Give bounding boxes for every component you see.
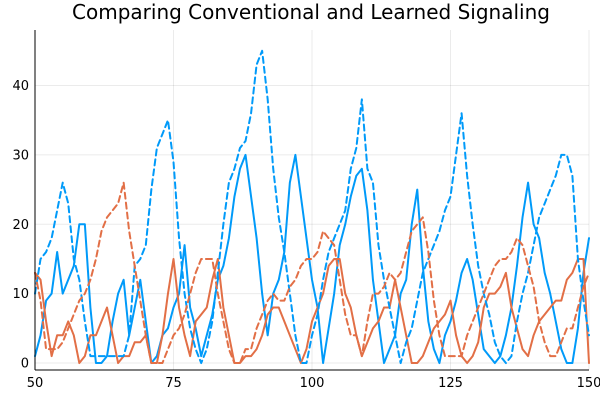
- x-tick-label: 75: [165, 376, 182, 391]
- x-tick-label: 50: [27, 376, 44, 391]
- x-tick-label: 150: [577, 376, 600, 391]
- x-tick-label: 100: [300, 376, 325, 391]
- series-orange-solid-line: [34, 257, 590, 365]
- y-tick-label: 10: [12, 287, 29, 302]
- series-blue-solid-line: [34, 153, 590, 365]
- y-tick-label: 0: [21, 357, 29, 372]
- y-tick-label: 40: [12, 79, 29, 94]
- series-group: [34, 49, 590, 365]
- grid: [34, 30, 590, 370]
- y-tick-label: 20: [12, 218, 29, 233]
- chart-title: Comparing Conventional and Learned Signa…: [72, 0, 550, 24]
- y-tick-label: 30: [12, 148, 29, 163]
- x-tick-label: 125: [438, 376, 463, 391]
- tick-labels: 50 75 100 125 150 0 10 20 30 40: [12, 79, 600, 391]
- series-blue-dashed-line: [34, 49, 590, 365]
- series-orange-dashed-line: [34, 181, 590, 365]
